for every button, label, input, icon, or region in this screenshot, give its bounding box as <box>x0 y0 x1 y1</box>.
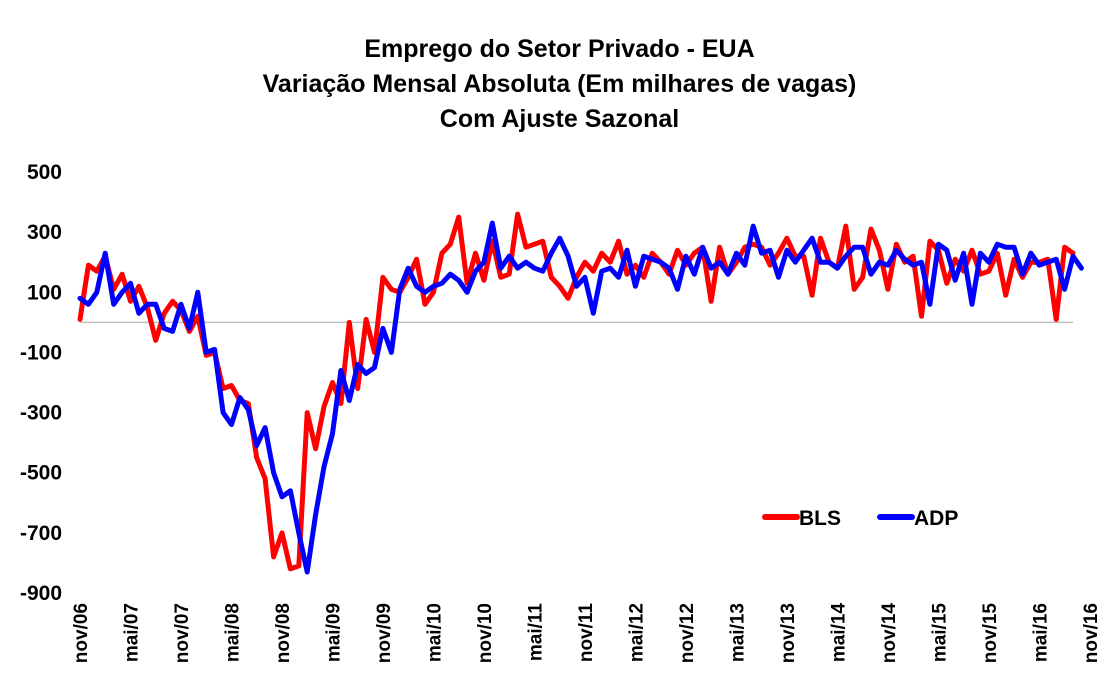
x-tick-label: mai/09 <box>323 603 344 662</box>
legend-label-bls: BLS <box>799 507 841 530</box>
x-tick-label: nov/07 <box>172 603 193 663</box>
y-tick-label: -300 <box>20 402 62 425</box>
x-tick-label: nov/08 <box>273 603 294 663</box>
x-tick-label: nov/10 <box>475 603 496 663</box>
x-tick-label: nov/06 <box>71 603 92 663</box>
x-tick-label: mai/11 <box>525 603 546 662</box>
y-tick-label: 500 <box>27 161 62 184</box>
x-tick-label: nov/16 <box>1081 603 1102 663</box>
chart-title-line-1: Emprego do Setor Privado - EUA <box>364 35 755 63</box>
x-tick-label: mai/16 <box>1030 603 1051 662</box>
y-tick-label: -900 <box>20 582 62 605</box>
legend: BLS ADP <box>762 507 958 530</box>
y-axis: 500 300 100 -100 -300 -500 -700 -900 <box>20 161 1073 605</box>
chart-title-line-3: Com Ajuste Sazonal <box>439 105 680 133</box>
x-tick-label: nov/09 <box>374 603 395 663</box>
series-line-adp <box>77 220 1084 575</box>
x-tick-label: mai/13 <box>727 603 748 662</box>
x-tick-label: nov/11 <box>576 603 597 663</box>
legend-label-adp: ADP <box>914 507 958 530</box>
y-tick-label: 100 <box>27 281 62 304</box>
chart-title: Emprego do Setor Privado - EUA Variação … <box>0 32 1119 137</box>
x-tick-label: nov/13 <box>778 603 799 663</box>
x-axis: nov/06 mai/07 nov/07 mai/08 nov/08 mai/09 nov/… <box>71 603 1102 664</box>
x-tick-label: nov/15 <box>980 603 1001 664</box>
x-tick-label: nov/14 <box>879 603 900 664</box>
y-tick-label: 300 <box>27 221 62 244</box>
x-tick-label: mai/07 <box>121 603 142 662</box>
x-tick-label: mai/12 <box>626 603 647 662</box>
series-layer <box>77 211 1084 575</box>
x-tick-label: mai/10 <box>424 603 445 662</box>
x-tick-label: nov/12 <box>677 603 698 663</box>
x-tick-label: mai/15 <box>929 603 950 663</box>
x-tick-label: mai/14 <box>828 603 849 663</box>
x-tick-label: mai/08 <box>222 603 243 662</box>
y-tick-label: -500 <box>20 462 62 485</box>
chart-title-line-2: Variação Mensal Absoluta (Em milhares de… <box>262 70 857 98</box>
y-tick-label: -100 <box>20 341 62 364</box>
y-tick-label: -700 <box>20 522 62 545</box>
